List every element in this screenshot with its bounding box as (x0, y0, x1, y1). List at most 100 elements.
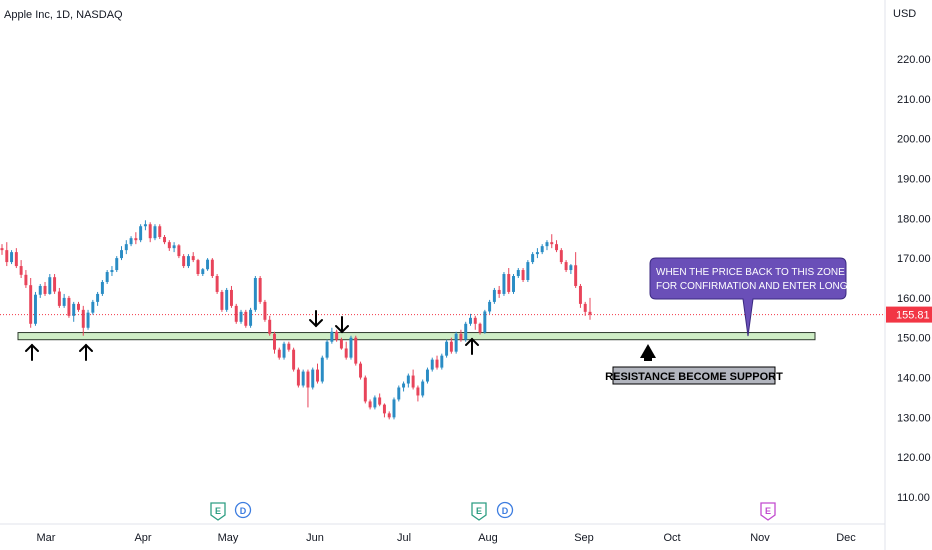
up-arrow-2 (79, 343, 93, 361)
candle-up (72, 301, 76, 322)
candle-body (469, 317, 472, 324)
support-zone[interactable] (17, 332, 816, 341)
candle-down (354, 335, 358, 366)
earnings-event-marker[interactable]: E (210, 502, 226, 521)
candle-up (516, 268, 520, 278)
candle-down (292, 347, 296, 372)
candle-body (402, 383, 406, 388)
callout-line-2: FOR CONFIRMATION AND ENTER LONG (656, 281, 848, 292)
time-tick-label: Aug (478, 532, 498, 544)
candle-up (86, 309, 90, 330)
candle-body (29, 285, 33, 324)
candle-down (258, 276, 262, 304)
candle-down (306, 369, 310, 408)
candle-down (81, 305, 85, 336)
candle-body (253, 278, 257, 310)
candle-body (234, 305, 238, 322)
candle-down (0, 244, 4, 255)
candle-up (301, 369, 305, 388)
candle-up (105, 270, 109, 284)
dividend-event-marker[interactable]: D (234, 501, 252, 519)
candle-body (359, 363, 363, 378)
candle-down (177, 244, 181, 259)
candle-body (129, 238, 133, 245)
price-tick-label: 110.00 (897, 492, 930, 504)
price-tick-label: 150.00 (897, 333, 931, 345)
candle-down (182, 254, 186, 269)
candle-body (574, 265, 578, 286)
candle-body (478, 323, 482, 333)
time-tick-label: Sep (574, 532, 594, 544)
candle-body (148, 224, 152, 239)
price-tick-label: 140.00 (897, 373, 931, 385)
candle-down (5, 242, 9, 267)
candle-down (229, 285, 233, 308)
event-marker-text: D (240, 506, 247, 516)
candle-up (48, 274, 52, 295)
candle-up (96, 291, 100, 306)
down-arrow-2 (335, 316, 349, 334)
candle-body (344, 348, 348, 358)
candle-body (115, 258, 119, 271)
time-tick-label: Apr (134, 532, 151, 544)
candle-body (100, 281, 104, 294)
time-tick-label: May (218, 532, 239, 544)
candle-down (273, 331, 276, 354)
resistance-label-box[interactable] (612, 366, 776, 385)
candle-body (268, 319, 272, 334)
candle-body (120, 250, 123, 259)
candle-down (196, 258, 200, 277)
candle-up (139, 224, 143, 243)
last-price-label: 155.81 (896, 310, 930, 322)
candle-body (10, 252, 14, 263)
candle-down (210, 258, 214, 278)
earnings-event-marker[interactable]: E (760, 502, 776, 521)
callout[interactable]: WHEN THE PRICE BACK TO THIS ZONE WAIT FO… (649, 257, 872, 337)
candle-down (296, 367, 300, 388)
candle-down (43, 281, 47, 296)
candle-body (320, 357, 324, 382)
time-axis[interactable]: Mar Apr May Jun Jul Aug Sep Oct Nov Dec (37, 532, 857, 544)
candle-down (268, 315, 272, 336)
candle-down (53, 274, 57, 294)
candle-body (244, 311, 248, 326)
candle-up (349, 335, 353, 360)
candle-down (550, 234, 554, 249)
up-arrow-3 (465, 337, 479, 355)
candle-body (512, 276, 515, 292)
price-axis[interactable]: 110.00 120.00 130.00 140.00 150.00 160.00 170.… (897, 54, 931, 504)
candle-down (368, 399, 372, 410)
candle-body (526, 262, 530, 280)
candle-up (492, 287, 496, 304)
event-marker-shape (471, 502, 487, 521)
candle-down (191, 252, 195, 263)
time-tick-label: Jul (397, 532, 411, 544)
candle-down (416, 385, 420, 402)
candle-body (163, 236, 167, 243)
candle-body (488, 301, 492, 312)
candle-up (483, 309, 487, 334)
candle-body (425, 369, 429, 382)
price-tick-label: 180.00 (897, 213, 931, 225)
candle-body (531, 254, 535, 263)
candle-body (86, 312, 90, 328)
candle-body (583, 303, 587, 312)
candle-down (287, 341, 291, 352)
candle-up (249, 307, 253, 328)
candle-down (277, 347, 281, 360)
touch-arrows (25, 310, 479, 361)
candle-body (158, 226, 162, 237)
candle-up (406, 373, 410, 388)
earnings-event-marker[interactable]: E (471, 502, 487, 521)
candle-down (148, 222, 152, 243)
candle-body (38, 285, 42, 295)
down-arrow-1 (309, 310, 323, 328)
dividend-event-marker[interactable]: D (496, 501, 514, 519)
candle-up (464, 321, 468, 342)
candle-up (206, 258, 210, 271)
candle-body (507, 274, 511, 292)
candle-body (378, 397, 382, 405)
time-tick-label: Mar (37, 532, 56, 544)
